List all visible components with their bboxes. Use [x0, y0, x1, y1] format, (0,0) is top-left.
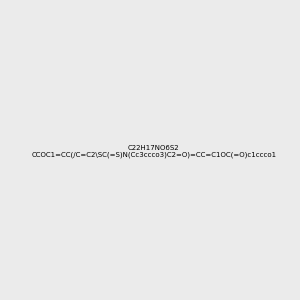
Text: C22H17NO6S2
CCOC1=CC(/C=C2\SC(=S)N(Cc3ccco3)C2=O)=CC=C1OC(=O)c1ccco1: C22H17NO6S2 CCOC1=CC(/C=C2\SC(=S)N(Cc3cc…	[31, 145, 276, 158]
